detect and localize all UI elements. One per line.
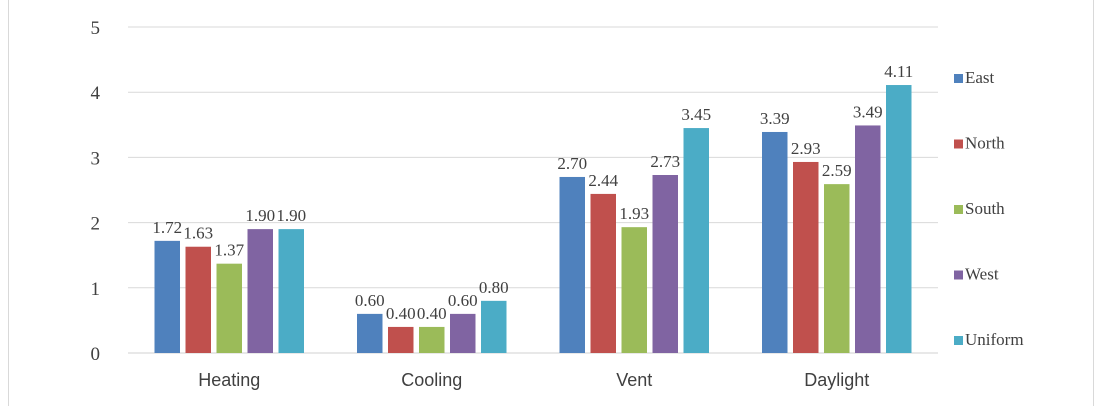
data-label: 2.70	[557, 154, 587, 173]
data-label: 1.90	[245, 206, 275, 225]
legend-label-west: West	[965, 265, 999, 284]
data-label: 2.73	[650, 152, 680, 171]
bar-north-vent	[590, 193, 616, 353]
y-tick-label: 3	[91, 148, 101, 169]
legend-swatch-east	[954, 74, 963, 83]
legend-label-north: North	[965, 134, 1005, 153]
bar-west-vent	[652, 175, 678, 353]
data-label: 0.80	[479, 278, 509, 297]
bar-east-heating	[154, 240, 180, 353]
bar-north-daylight	[793, 161, 819, 353]
x-tick-label: Vent	[616, 370, 652, 390]
data-label: 1.37	[214, 241, 244, 260]
chart-frame	[8, 0, 1094, 406]
y-tick-label: 1	[91, 279, 101, 300]
data-label: 1.63	[183, 224, 213, 243]
bar-west-daylight	[855, 125, 881, 354]
bar-north-heating	[185, 246, 211, 353]
data-label: 1.93	[619, 204, 649, 223]
bar-west-heating	[247, 229, 273, 353]
legend-swatch-uniform	[954, 336, 963, 345]
data-label: 0.40	[417, 304, 447, 323]
bar-east-daylight	[762, 131, 788, 353]
data-label: 2.44	[588, 171, 618, 190]
bar-south-vent	[621, 227, 647, 353]
legend-label-south: South	[965, 199, 1005, 218]
bar-south-daylight	[824, 184, 850, 353]
data-label: 1.90	[276, 206, 306, 225]
data-label: 0.60	[448, 291, 478, 310]
legend-swatch-north	[954, 139, 963, 149]
x-tick-label: Heating	[198, 370, 260, 390]
y-tick-label: 5	[91, 18, 101, 39]
bar-east-vent	[559, 176, 585, 353]
bar-south-heating	[216, 263, 242, 353]
bar-west-cooling	[450, 313, 476, 353]
bar-uniform-vent	[683, 128, 709, 353]
y-tick-label: 2	[91, 214, 101, 235]
y-tick-label: 0	[91, 344, 101, 365]
bar-uniform-daylight	[886, 85, 912, 353]
x-tick-label: Daylight	[804, 370, 869, 390]
bar-north-cooling	[388, 326, 414, 353]
legend-swatch-west	[954, 270, 963, 280]
data-label: 3.45	[681, 105, 711, 124]
data-label: 0.40	[386, 304, 416, 323]
bar-uniform-cooling	[481, 300, 507, 353]
bar-east-cooling	[357, 313, 383, 353]
data-label: 3.39	[760, 109, 790, 128]
legend-label-east: East	[965, 68, 995, 87]
data-label: 2.93	[791, 139, 821, 158]
y-tick-label: 4	[91, 83, 101, 104]
x-tick-label: Cooling	[401, 370, 462, 390]
data-label: 2.59	[822, 161, 852, 180]
data-label: 1.72	[152, 218, 182, 237]
data-label: 0.60	[355, 291, 385, 310]
legend-label-uniform: Uniform	[965, 330, 1024, 349]
data-label: 4.11	[884, 62, 913, 81]
bar-south-cooling	[419, 326, 445, 353]
data-label: 3.49	[853, 102, 883, 121]
legend-swatch-south	[954, 205, 963, 214]
bar-uniform-heating	[278, 229, 304, 353]
